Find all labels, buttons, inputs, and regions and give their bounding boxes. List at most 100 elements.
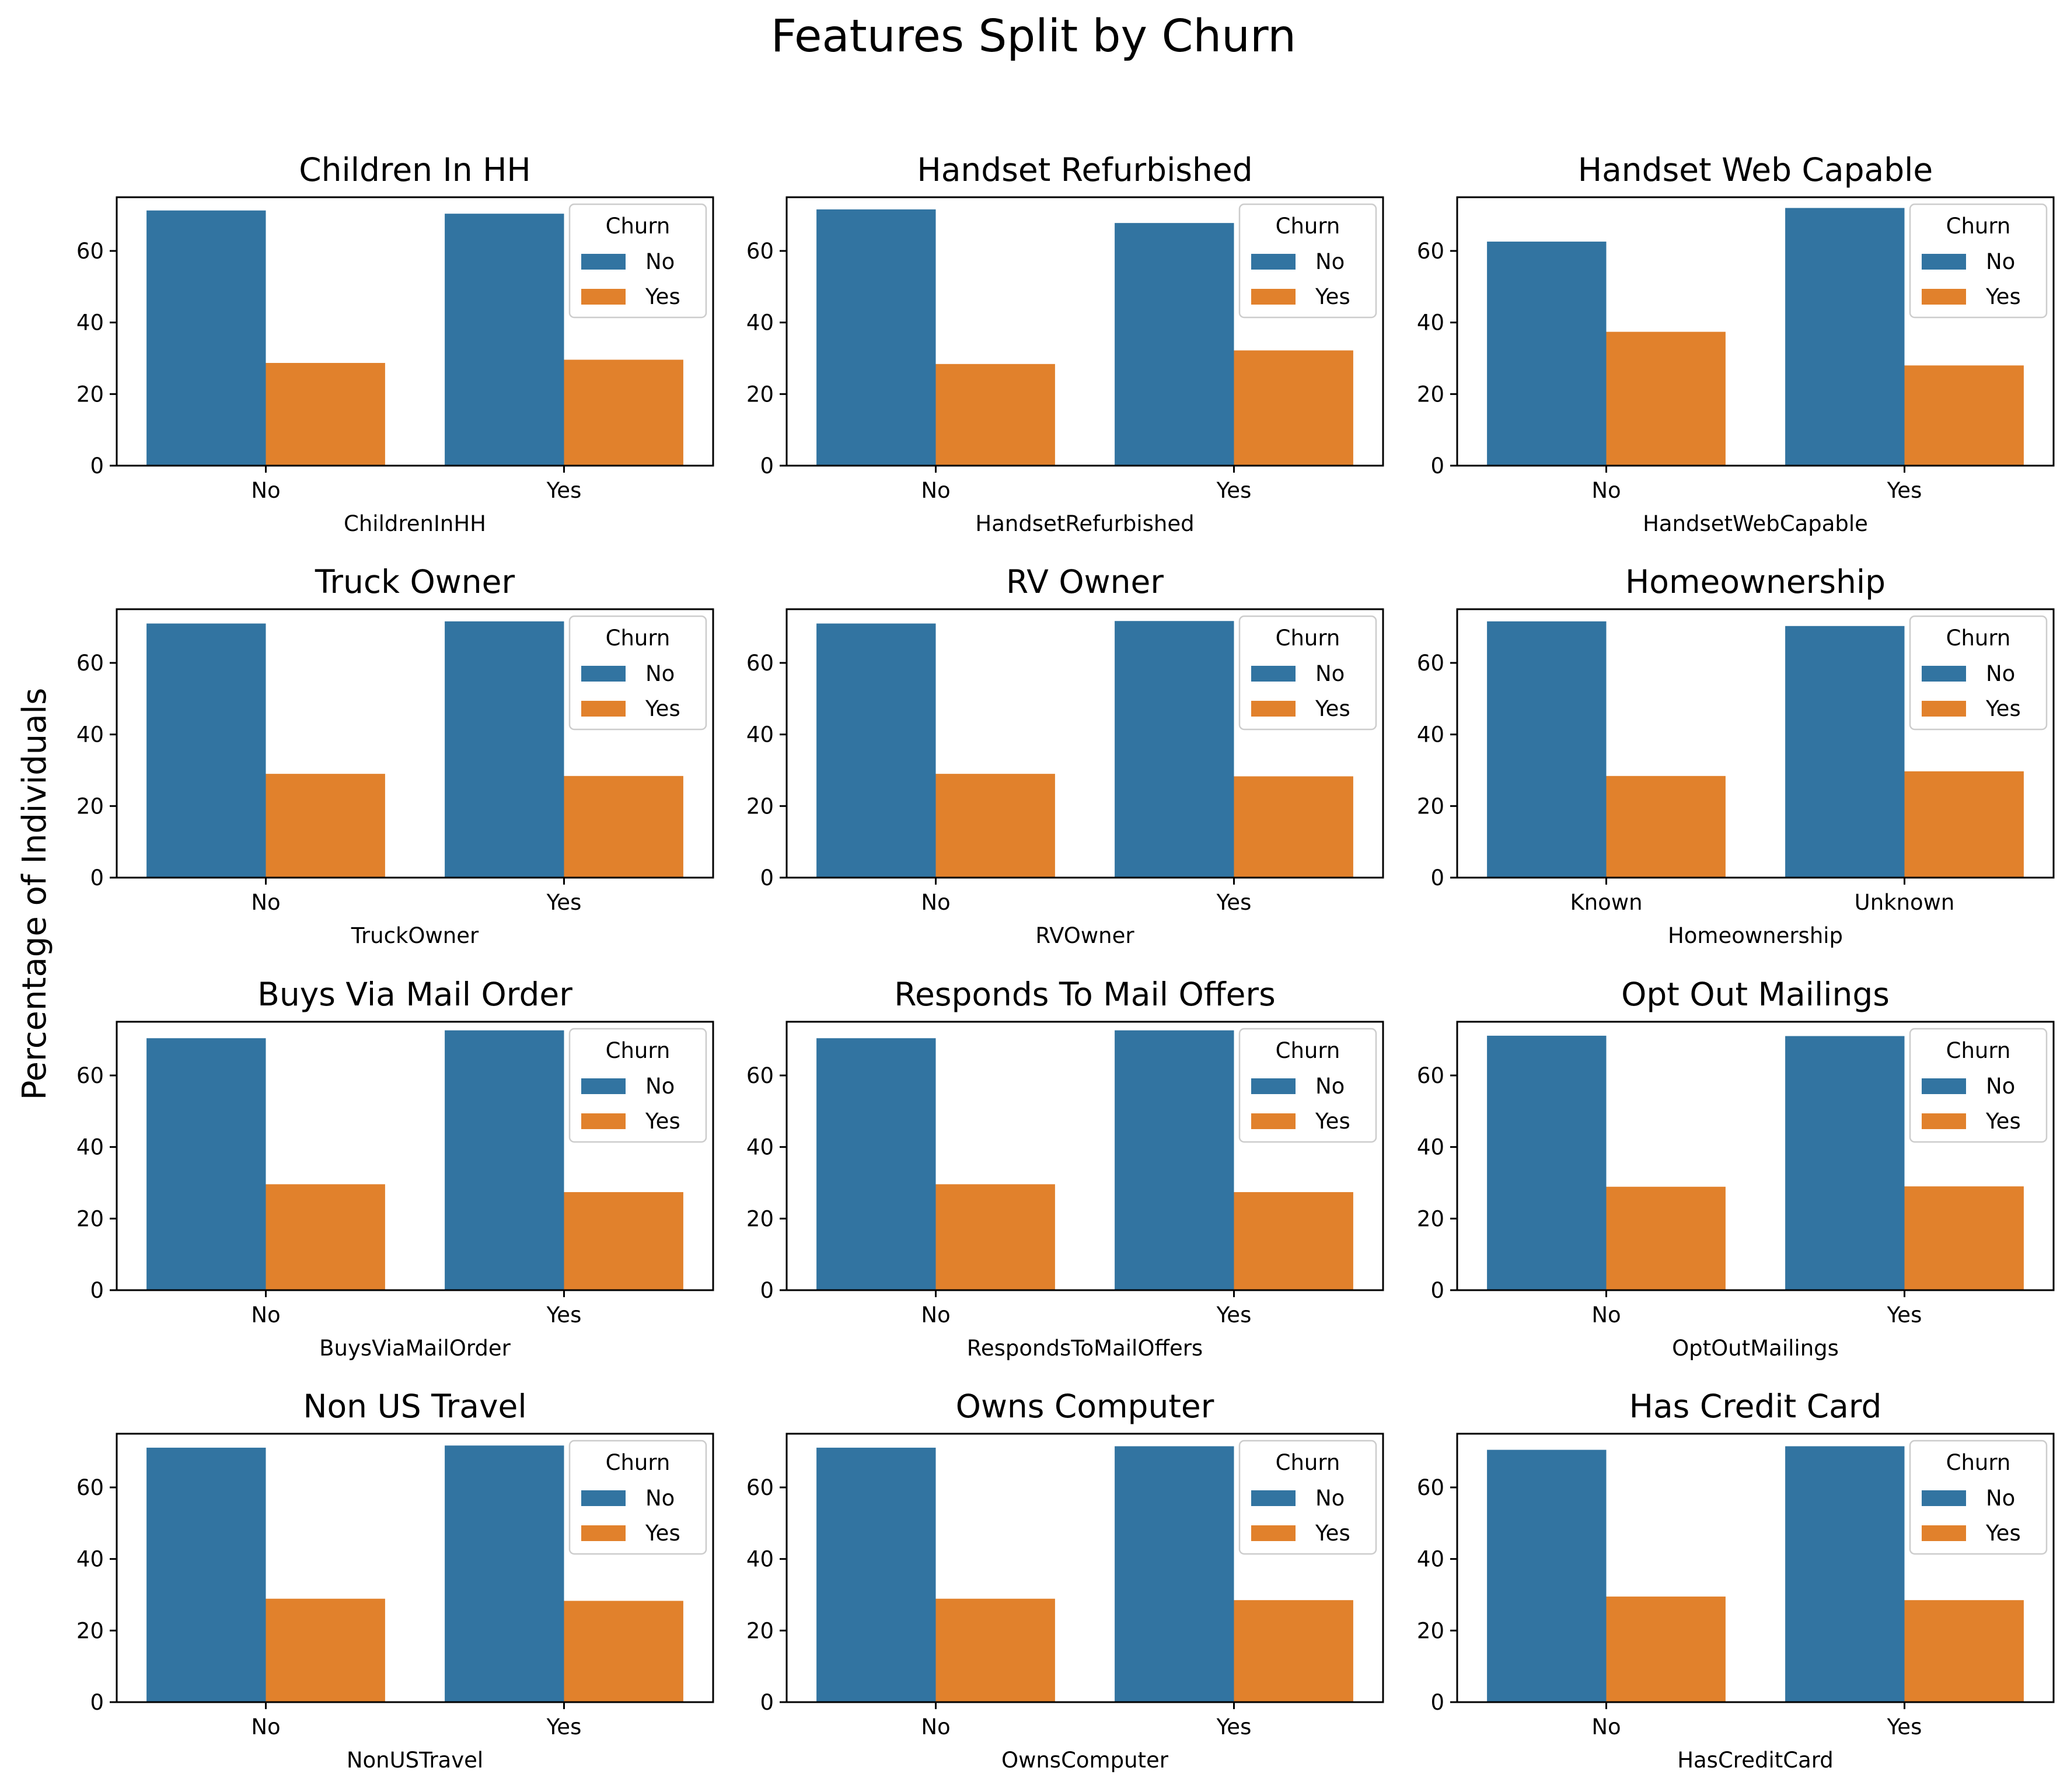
legend-title: Churn xyxy=(1946,214,2011,239)
subplot-panel: Has Credit Card 0 20 40 60 No Yes HasCreditCard… xyxy=(1417,1388,2055,1773)
y-tick-label: 60 xyxy=(1417,651,1444,676)
legend-swatch-no xyxy=(581,254,626,270)
legend-swatch-yes xyxy=(581,1525,626,1541)
bar-yes xyxy=(564,1601,683,1702)
y-tick-label: 0 xyxy=(90,865,104,890)
y-tick-label: 60 xyxy=(746,239,774,264)
x-tick-label: No xyxy=(251,1302,280,1328)
panel-title: Opt Out Mailings xyxy=(1621,976,1890,1013)
bar-no xyxy=(816,623,936,878)
legend-title: Churn xyxy=(1276,626,1340,651)
axes-frame xyxy=(116,1433,714,1703)
x-tick-label: Unknown xyxy=(1855,890,1955,915)
x-axis-label: Homeownership xyxy=(1668,923,1843,948)
legend-swatch-yes xyxy=(1251,701,1296,717)
x-tick-label: Yes xyxy=(1216,890,1252,915)
panel-title: Responds To Mail Offers xyxy=(894,976,1276,1013)
x-axis-label: HandsetRefurbished xyxy=(975,511,1194,536)
subplot-panel: Opt Out Mailings 0 20 40 60 No Yes OptOutMailin… xyxy=(1417,976,2055,1361)
legend-swatch-yes xyxy=(581,701,626,717)
axes-frame xyxy=(116,196,714,467)
bar-no xyxy=(1487,242,1607,466)
legend-swatch-yes xyxy=(1922,701,1966,717)
legend-label-no: No xyxy=(1315,249,1345,274)
panel-title: Buys Via Mail Order xyxy=(257,976,572,1013)
legend: Churn No Yes xyxy=(1238,1440,1377,1555)
legend: Churn No Yes xyxy=(1238,203,1377,319)
legend-swatch-no xyxy=(1922,1490,1966,1506)
bar-no xyxy=(816,209,936,466)
bar-no xyxy=(445,621,564,878)
y-tick-label: 60 xyxy=(1417,1475,1444,1500)
bar-yes xyxy=(1606,776,1726,878)
legend-title: Churn xyxy=(1946,1038,2011,1063)
legend-swatch-no xyxy=(581,1078,626,1094)
legend-swatch-yes xyxy=(1922,1525,1966,1541)
bar-no xyxy=(1785,1446,1905,1702)
legend-label-no: No xyxy=(1986,249,2015,274)
y-tick-label: 20 xyxy=(76,1618,104,1643)
legend-swatch-no xyxy=(1251,1490,1296,1506)
legend-label-no: No xyxy=(1986,1486,2015,1511)
y-tick-label: 20 xyxy=(76,382,104,407)
x-axis-label: HasCreditCard xyxy=(1677,1748,1834,1773)
legend-swatch-no xyxy=(1922,1078,1966,1094)
y-tick-label: 20 xyxy=(76,794,104,819)
x-axis-label: OptOutMailings xyxy=(1672,1336,1839,1361)
y-tick-label: 40 xyxy=(76,310,104,336)
x-tick-label: No xyxy=(1591,1714,1621,1739)
bar-yes xyxy=(1606,1186,1726,1290)
y-tick-label: 40 xyxy=(746,1547,774,1572)
x-tick-label: Yes xyxy=(546,890,582,915)
bar-no xyxy=(1487,1449,1607,1702)
y-tick-label: 60 xyxy=(746,651,774,676)
legend-title: Churn xyxy=(1946,626,2011,651)
legend-label-yes: Yes xyxy=(1985,696,2021,721)
legend-label-yes: Yes xyxy=(1315,1521,1350,1546)
bar-no xyxy=(445,1445,564,1702)
y-tick-label: 20 xyxy=(1417,1618,1444,1643)
y-tick-label: 40 xyxy=(1417,1547,1444,1572)
x-axis-label: HandsetWebCapable xyxy=(1643,511,1868,536)
panel-title: Owns Computer xyxy=(956,1388,1214,1425)
y-tick-label: 0 xyxy=(90,453,104,478)
y-tick-label: 60 xyxy=(1417,239,1444,264)
x-tick-label: Known xyxy=(1570,890,1642,915)
subplot-panel: Owns Computer 0 20 40 60 No Yes OwnsComputer Chu… xyxy=(746,1388,1384,1773)
y-tick-label: 20 xyxy=(746,1618,774,1643)
subplot-panel: Handset Web Capable 0 20 40 60 No Yes HandsetWe… xyxy=(1417,151,2055,536)
bar-yes xyxy=(1234,776,1353,878)
bar-yes xyxy=(935,364,1055,466)
axes-frame xyxy=(785,196,1384,467)
bar-yes xyxy=(1606,1597,1726,1702)
x-tick-label: No xyxy=(1591,478,1621,503)
legend-title: Churn xyxy=(1276,1450,1340,1475)
y-tick-label: 60 xyxy=(76,1475,104,1500)
bar-yes xyxy=(1234,1600,1353,1702)
x-tick-label: Yes xyxy=(546,1714,582,1739)
y-tick-label: 60 xyxy=(746,1063,774,1088)
legend-label-yes: Yes xyxy=(645,1521,680,1546)
legend-label-no: No xyxy=(645,249,675,274)
legend-swatch-yes xyxy=(1922,289,1966,305)
y-tick-label: 20 xyxy=(746,382,774,407)
axes-frame xyxy=(785,1021,1384,1291)
legend-swatch-yes xyxy=(1251,1113,1296,1129)
legend-swatch-no xyxy=(581,666,626,682)
bar-no xyxy=(816,1038,936,1290)
bar-yes xyxy=(1606,331,1726,466)
subplot-panel: Homeownership 0 20 40 60 Known Unknown Homeowne… xyxy=(1417,563,2055,948)
bar-yes xyxy=(266,1184,385,1290)
y-tick-label: 0 xyxy=(760,1278,774,1303)
y-tick-label: 60 xyxy=(76,1063,104,1088)
bar-no xyxy=(1115,1030,1234,1290)
y-tick-label: 40 xyxy=(76,1135,104,1160)
subplot-panel: Buys Via Mail Order 0 20 40 60 No Yes BuysViaMa… xyxy=(76,976,714,1361)
y-tick-label: 40 xyxy=(1417,722,1444,747)
panel-title: Children In HH xyxy=(299,151,531,188)
y-tick-label: 40 xyxy=(746,310,774,336)
legend-swatch-no xyxy=(1251,254,1296,270)
bar-no xyxy=(445,1030,564,1290)
x-tick-label: Yes xyxy=(1887,478,1922,503)
